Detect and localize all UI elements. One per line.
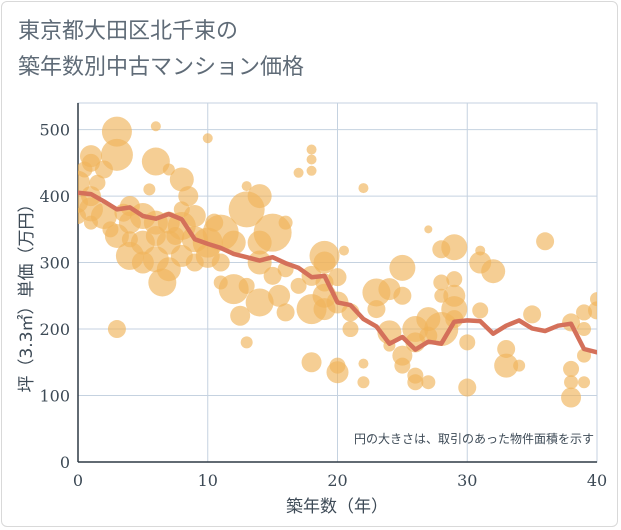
y-axis-title: 坪（3.3㎡）単価（万円）: [17, 195, 37, 392]
average-line-layer: [78, 190, 597, 355]
data-point: [578, 376, 591, 389]
data-point: [306, 154, 317, 165]
data-point: [247, 184, 272, 209]
data-point: [268, 284, 291, 307]
data-point: [89, 174, 106, 191]
data-point: [338, 245, 349, 256]
data-point: [313, 251, 336, 274]
data-point: [458, 378, 477, 397]
y-tick-label: 100: [39, 387, 70, 406]
series-line: [78, 190, 597, 355]
data-point: [150, 121, 161, 132]
x-tick-label: 10: [198, 471, 218, 490]
data-point: [101, 116, 132, 147]
data-point: [238, 277, 255, 294]
data-point: [497, 339, 516, 358]
data-point: [358, 358, 369, 369]
data-point: [577, 322, 592, 337]
x-tick-label: 0: [73, 471, 83, 490]
data-point: [407, 374, 424, 391]
data-point: [162, 163, 175, 176]
data-point: [240, 336, 253, 349]
data-point: [293, 167, 304, 178]
data-point: [513, 359, 526, 372]
data-point: [445, 310, 464, 329]
title-line-1: 東京都大田区北千束の: [18, 19, 239, 44]
data-point: [494, 353, 519, 378]
data-point: [472, 302, 489, 319]
data-point: [421, 375, 436, 390]
data-point: [202, 133, 213, 144]
data-point: [329, 357, 346, 374]
data-point: [446, 271, 463, 288]
data-point: [211, 253, 230, 272]
data-point: [306, 165, 317, 176]
y-tick-label: 200: [39, 320, 70, 339]
data-point: [241, 181, 252, 192]
data-point: [342, 321, 359, 338]
chart-title: 東京都大田区北千束の 築年数別中古マンション価格: [18, 14, 304, 86]
data-point: [564, 375, 579, 390]
data-point: [183, 205, 206, 228]
x-tick-label: 20: [327, 471, 347, 490]
data-point: [424, 225, 433, 234]
data-point: [576, 304, 593, 321]
data-point: [358, 183, 369, 194]
bubble-layer: [78, 116, 597, 408]
data-point: [588, 301, 597, 320]
data-point: [278, 215, 293, 230]
data-point: [107, 320, 126, 339]
data-point: [394, 357, 411, 374]
x-tick-label: 30: [457, 471, 477, 490]
data-point: [561, 387, 582, 408]
data-point: [100, 138, 133, 171]
data-point: [563, 360, 580, 377]
data-point: [143, 183, 156, 196]
data-point: [328, 268, 347, 287]
y-tick-label: 400: [39, 187, 70, 206]
data-point: [523, 305, 542, 324]
data-point: [433, 274, 450, 291]
data-point: [536, 232, 555, 251]
data-point: [290, 277, 307, 294]
tick-labels: 0 100 200 300 400 500 0 10 20 30 40: [39, 121, 607, 490]
data-point: [230, 305, 251, 326]
title-line-2: 築年数別中古マンション価格: [18, 55, 305, 80]
data-point: [367, 300, 386, 319]
data-point: [306, 144, 317, 155]
data-point: [301, 352, 322, 373]
y-tick-label: 300: [39, 254, 70, 273]
y-tick-label: 0: [60, 453, 70, 472]
data-point: [263, 266, 282, 285]
x-axis-title: 築年数（年）: [286, 497, 388, 517]
bubble-size-note: 円の大きさは、取引のあった物件面積を示す: [354, 431, 594, 446]
data-point: [393, 286, 412, 305]
data-point: [276, 303, 295, 322]
data-point: [389, 254, 416, 281]
data-point: [178, 186, 199, 207]
data-point: [459, 334, 476, 351]
data-point: [441, 234, 468, 261]
data-point: [141, 147, 170, 176]
data-point: [169, 167, 194, 192]
data-point: [221, 230, 246, 255]
y-tick-label: 500: [39, 121, 70, 140]
x-tick-label: 40: [587, 471, 607, 490]
data-point: [357, 376, 370, 389]
data-point: [481, 259, 506, 284]
data-point: [245, 288, 274, 317]
